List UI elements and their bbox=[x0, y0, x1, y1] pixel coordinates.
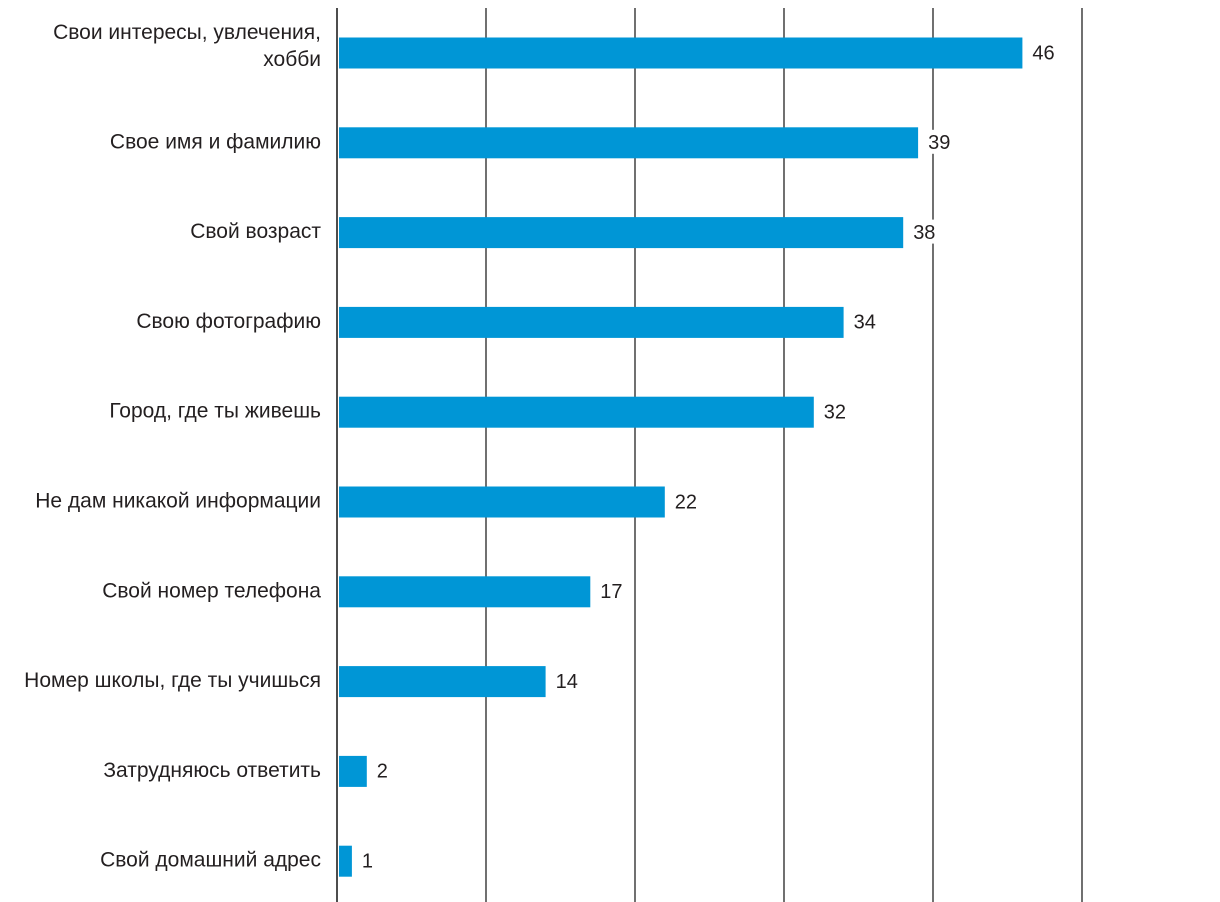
category-label: Свой возраст bbox=[190, 220, 321, 243]
category-label-line: Затрудняюсь ответить bbox=[103, 759, 321, 782]
value-label: 2 bbox=[377, 761, 388, 783]
value-labels: 46 39 38 34 32 22 17 14 2 1 bbox=[358, 40, 1060, 873]
value-label: 46 bbox=[1032, 42, 1054, 64]
category-label-line: Свой номер телефона bbox=[102, 579, 321, 602]
value-label-background bbox=[552, 668, 583, 693]
category-label-line: Свой возраст bbox=[190, 220, 321, 243]
value-label: 1 bbox=[362, 850, 373, 872]
value-label: 32 bbox=[824, 401, 846, 423]
category-label: Свое имя и фамилию bbox=[110, 130, 321, 153]
category-label-line: Свои интересы, увлечения, bbox=[53, 21, 321, 44]
bar bbox=[339, 37, 1023, 69]
category-label-line: хобби bbox=[263, 48, 321, 71]
value-label-background bbox=[925, 129, 956, 154]
value-label-background bbox=[671, 489, 702, 513]
category-label: Свой номер телефона bbox=[102, 579, 321, 602]
category-label: Затрудняюсь ответить bbox=[103, 759, 321, 782]
value-label-background bbox=[358, 848, 378, 873]
value-label: 34 bbox=[854, 312, 876, 334]
category-label: Свои интересы, увлечения, хобби bbox=[53, 21, 321, 71]
category-label: Город, где ты живешь bbox=[109, 400, 321, 423]
bar bbox=[339, 217, 904, 249]
bar bbox=[339, 127, 919, 159]
value-label-background bbox=[597, 578, 628, 603]
value-label-background bbox=[373, 758, 393, 783]
value-label-background bbox=[1029, 40, 1060, 64]
bars bbox=[339, 37, 1023, 877]
value-label-background bbox=[820, 399, 851, 424]
category-label: Свой домашний адрес bbox=[100, 849, 321, 872]
value-label-background bbox=[850, 309, 881, 334]
value-label: 17 bbox=[600, 581, 622, 603]
bar bbox=[339, 486, 665, 518]
value-label: 14 bbox=[556, 671, 578, 693]
category-label-line: Город, где ты живешь bbox=[109, 400, 321, 423]
category-label: Номер школы, где ты учишься bbox=[24, 669, 321, 692]
bar bbox=[339, 845, 352, 877]
category-label: Не дам никакой информации bbox=[35, 490, 321, 513]
category-label-line: Свою фотографию bbox=[136, 310, 321, 333]
bar bbox=[339, 666, 546, 698]
value-label: 39 bbox=[928, 132, 950, 154]
bar bbox=[339, 396, 814, 428]
value-label: 22 bbox=[675, 491, 697, 513]
category-label-line: Номер школы, где ты учишься bbox=[24, 669, 321, 692]
value-label-background bbox=[910, 219, 941, 244]
value-label: 38 bbox=[913, 222, 935, 244]
category-label-line: Свое имя и фамилию bbox=[110, 130, 321, 153]
category-label: Свою фотографию bbox=[136, 310, 321, 333]
bar bbox=[339, 755, 367, 787]
bar bbox=[339, 306, 844, 338]
bar bbox=[339, 576, 591, 608]
category-label-line: Не дам никакой информации bbox=[35, 490, 321, 513]
category-label-line: Свой домашний адрес bbox=[100, 849, 321, 872]
category-labels: Свои интересы, увлечения, хобби Свое имя и… bbox=[24, 21, 321, 872]
